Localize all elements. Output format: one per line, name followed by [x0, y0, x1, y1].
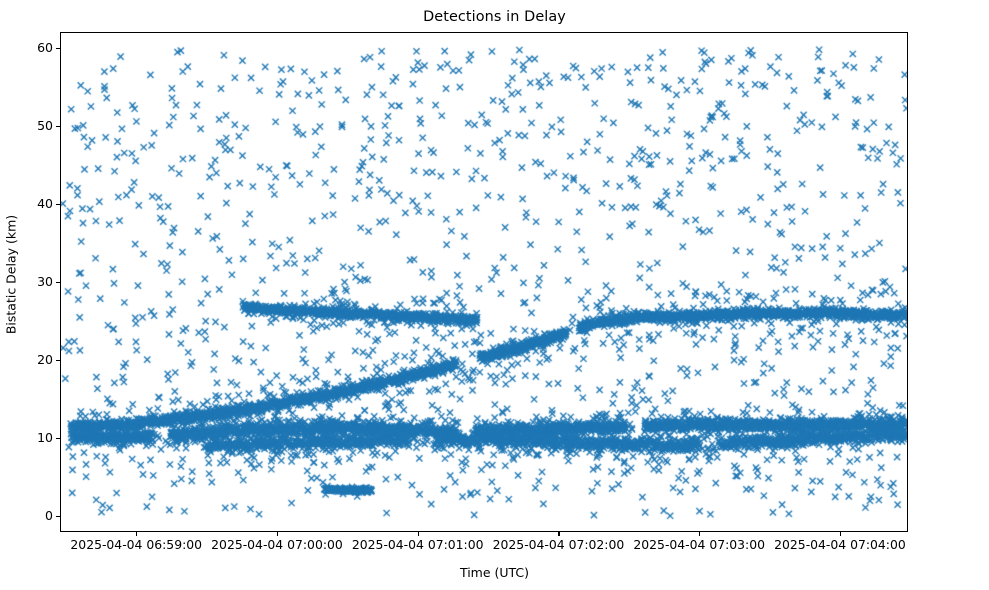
- y-tick-label: 60: [37, 40, 53, 56]
- y-tick-mark: [55, 48, 60, 50]
- y-tick-mark: [55, 438, 60, 440]
- y-axis-label: Bistatic Delay (km): [3, 214, 19, 335]
- x-tick-mark: [136, 532, 138, 537]
- y-tick-label: 40: [37, 196, 53, 212]
- x-tick-label: 2025-04-04 07:00:00: [211, 537, 343, 552]
- x-tick-mark: [276, 532, 279, 537]
- x-tick-label: 2025-04-04 06:59:00: [70, 537, 203, 552]
- y-tick-mark: [55, 204, 60, 206]
- y-tick-label: 50: [37, 118, 53, 134]
- y-tick-mark: [55, 282, 60, 284]
- y-tick-label: 10: [37, 430, 53, 446]
- page-title: Detections in Delay: [423, 9, 566, 25]
- y-tick-label: 20: [37, 352, 53, 368]
- x-tick-mark: [417, 532, 419, 537]
- x-tick-mark: [558, 532, 560, 537]
- x-tick-label: 2025-04-04 07:04:00: [774, 537, 906, 552]
- x-tick-label: 2025-04-04 07:01:00: [351, 537, 484, 552]
- x-tick-mark: [699, 532, 701, 537]
- plot-axes: [60, 32, 908, 532]
- y-tick-label: 30: [37, 274, 53, 290]
- x-axis-label: Time (UTC): [459, 565, 530, 580]
- y-tick-mark: [55, 516, 60, 518]
- x-tick-label: 2025-04-04 07:02:00: [492, 537, 625, 552]
- y-tick-mark: [55, 126, 60, 128]
- scatter-plot-canvas: [61, 33, 907, 531]
- x-tick-mark: [839, 532, 842, 537]
- y-tick-label: 0: [45, 508, 53, 524]
- y-tick-mark: [55, 360, 60, 362]
- x-tick-label: 2025-04-04 07:03:00: [633, 537, 766, 552]
